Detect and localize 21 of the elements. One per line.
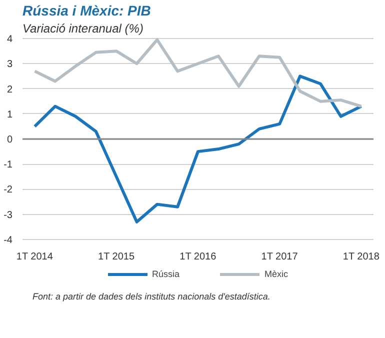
- x-tick-label: 1T 2016: [180, 252, 217, 262]
- y-tick-label: -2: [4, 184, 13, 196]
- y-tick-label: 3: [6, 59, 13, 70]
- x-tick-label: 1T 2018: [342, 252, 380, 262]
- y-tick-label: 1: [6, 109, 13, 120]
- x-tick-label: 1T 2014: [16, 252, 54, 262]
- chart-subtitle: Variació interanual (%): [22, 22, 144, 36]
- y-tick-label: 4: [6, 34, 13, 46]
- legend-label: Rússia: [152, 269, 180, 279]
- legend-label: Mèxic: [264, 269, 288, 279]
- y-tick-label: -1: [4, 160, 13, 171]
- y-tick-label: 0: [6, 134, 13, 146]
- x-tick-label: 1T 2017: [261, 252, 298, 262]
- y-tick-label: 2: [6, 84, 13, 96]
- chart-title: Rússia i Mèxic: PIB: [22, 2, 151, 18]
- x-tick-label: 1T 2015: [98, 252, 135, 262]
- text: Font: a partir de dades dels instituts nacionals d'estadística.: [32, 292, 270, 302]
- y-tick-label: -3: [4, 210, 13, 221]
- line-series: [33, 74, 363, 224]
- y-tick-label: -4: [4, 234, 13, 246]
- line-series: [33, 38, 363, 108]
